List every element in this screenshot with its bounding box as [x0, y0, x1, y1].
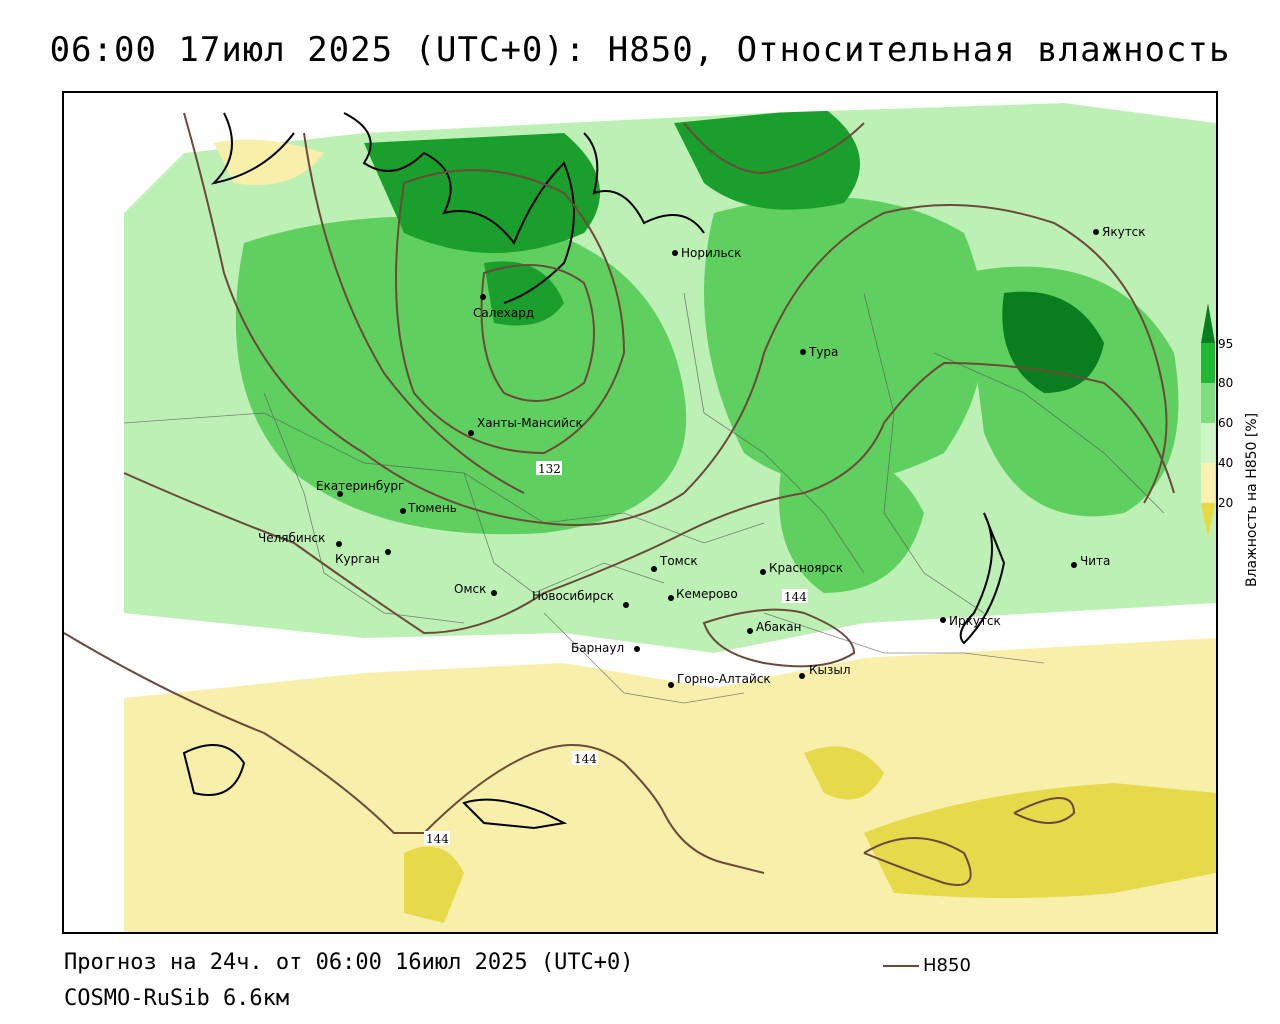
colorbar-title: Влажность на H850 [%] [1244, 413, 1260, 587]
colorbar-segment-60 [1201, 423, 1215, 463]
contour-label-132: 132 [538, 462, 561, 476]
map-canvas: 132 144 144 144 Норильск Якутск Салехард… [64, 93, 1216, 932]
colorbar-tick-95: 95 [1218, 337, 1233, 351]
forecast-info: Прогноз на 24ч. от 06:00 16июл 2025 (UTC… [64, 950, 634, 975]
very-dry-zone [864, 783, 1216, 898]
colorbar-segment-40 [1201, 463, 1215, 503]
colorbar-tick-40: 40 [1218, 456, 1233, 470]
city-khanty-mansiysk[interactable]: Ханты-Мансийск [477, 416, 583, 430]
contour-legend-line [883, 965, 919, 967]
city-krasnoyarsk[interactable]: Красноярск [769, 561, 843, 575]
colorbar-bottom-cap [1201, 503, 1215, 538]
outside-domain-left [64, 93, 124, 932]
wet-zone-4 [779, 449, 924, 593]
saturated-zone-2 [674, 108, 860, 210]
very-dry-zone-3 [404, 846, 464, 923]
saturated-zone [364, 133, 600, 253]
city-tomsk[interactable]: Томск [659, 554, 698, 568]
h850-contours [64, 112, 1175, 886]
colorbar-tick-20: 20 [1218, 496, 1233, 510]
contour-legend-label: H850 [923, 955, 971, 976]
contour-label-144a: 144 [784, 590, 807, 604]
humidity-colorbar: 95 80 60 40 20 [1201, 303, 1233, 538]
colorbar-segment-95 [1201, 343, 1215, 383]
city-salekhard[interactable]: Салехард [473, 306, 534, 320]
colorbar-segment-80 [1201, 383, 1215, 423]
model-info: COSMO-RuSib 6.6км [64, 986, 290, 1011]
city-novosibirsk[interactable]: Новосибирск [532, 589, 614, 603]
city-chelyabinsk[interactable]: Челябинск [258, 531, 325, 545]
city-tyumen[interactable]: Тюмень [407, 501, 457, 515]
contour-label-144b: 144 [574, 752, 597, 766]
coastlines [182, 112, 1006, 830]
city-tura[interactable]: Тура [808, 345, 838, 359]
contour-legend: H850 [883, 955, 971, 976]
outside-domain [64, 93, 1216, 223]
city-gorno-altaysk[interactable]: Горно-Алтайск [677, 672, 771, 686]
colorbar-tick-80: 80 [1218, 376, 1233, 390]
city-omsk[interactable]: Омск [454, 582, 486, 596]
region-borders [123, 292, 1165, 704]
city-irkutsk[interactable]: Иркутск [949, 614, 1001, 628]
colorbar-title-text: Влажность на H850 [%] [1244, 413, 1260, 587]
city-yakutsk[interactable]: Якутск [1102, 225, 1146, 239]
city-norilsk[interactable]: Норильск [681, 246, 741, 260]
wet-zone-2 [704, 197, 985, 483]
city-kemerovo[interactable]: Кемерово [676, 587, 738, 601]
contour-label-144c: 144 [426, 832, 449, 846]
neutral-band [124, 603, 1216, 698]
map-frame[interactable]: 132 144 144 144 Норильск Якутск Салехард… [62, 91, 1218, 934]
city-markers: Норильск Якутск Салехард Тура Ханты-Манс… [258, 225, 1146, 688]
colorbar-tick-60: 60 [1218, 416, 1233, 430]
city-kyzyl[interactable]: Кызыл [809, 663, 851, 677]
colorbar-top-cap [1201, 303, 1215, 343]
very-dry-zone-2 [804, 746, 884, 800]
city-barnaul[interactable]: Барнаул [571, 641, 624, 655]
city-abakan[interactable]: Абакан [756, 620, 801, 634]
map-title: 06:00 17июл 2025 (UTC+0): H850, Относите… [49, 30, 1231, 70]
city-kurgan[interactable]: Курган [335, 552, 380, 566]
contour-labels: 132 144 144 144 [424, 461, 808, 846]
city-yekaterinburg[interactable]: Екатеринбург [316, 479, 404, 493]
city-chita[interactable]: Чита [1080, 554, 1110, 568]
